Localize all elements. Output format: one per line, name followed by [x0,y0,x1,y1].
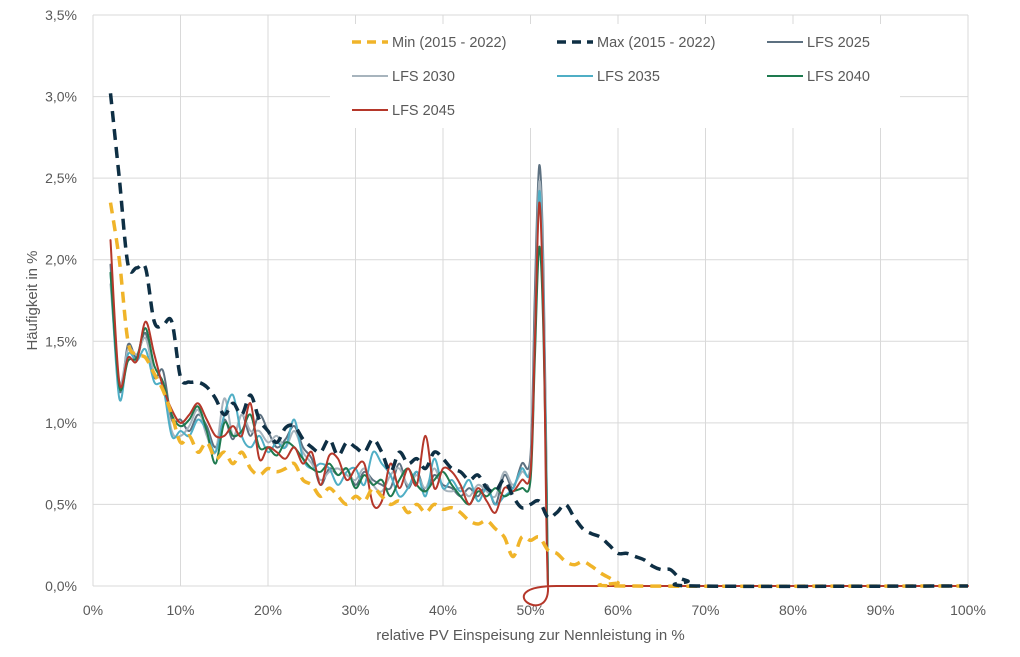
y-tick-label: 3,0% [45,89,77,105]
x-tick-label: 90% [866,602,894,618]
x-tick-label: 10% [166,602,194,618]
legend-background [330,24,900,128]
x-tick-label: 30% [341,602,369,618]
y-tick-label: 2,5% [45,170,77,186]
legend-label: LFS 2025 [807,35,870,51]
series-line-lfs-2045 [109,201,969,607]
y-tick-label: 0,0% [45,578,77,594]
x-tick-label: 40% [429,602,457,618]
x-tick-label: 0% [83,602,103,618]
legend-label: Min (2015 - 2022) [392,35,506,51]
x-tick-label: 80% [779,602,807,618]
y-tick-label: 3,5% [45,7,77,23]
x-tick-label: 60% [604,602,632,618]
legend-label: LFS 2040 [807,69,870,85]
y-axis-title: Häufigkeit in % [24,250,41,350]
legend-label: Max (2015 - 2022) [597,35,715,51]
series-lines [108,93,969,607]
y-tick-label: 1,5% [45,333,77,349]
legend-label: LFS 2035 [597,69,660,85]
x-tick-label: 100% [950,602,986,618]
series-line-lfs-2040 [109,245,549,587]
legend: Min (2015 - 2022) Max (2015 - 2022) LFS 20… [352,35,870,119]
series-line-min-2015-2022 [108,202,969,588]
x-axis-title: relative PV Einspeisung zur Nennleistung… [376,627,685,644]
legend-label: LFS 2030 [392,69,455,85]
legend-label: LFS 2045 [392,103,455,119]
x-axis-ticks: 0% 10% 20% 30% 40% 50% 60% 70% 80% 90% 100% [83,602,986,618]
y-tick-label: 0,5% [45,496,77,512]
series-line-lfs-2030 [109,180,549,587]
y-axis-ticks: 0,0% 0,5% 1,0% 1,5% 2,0% 2,5% 3,0% 3,5% [45,7,77,594]
y-tick-label: 2,0% [45,252,77,268]
x-tick-label: 20% [254,602,282,618]
series-line-max-2015-2022 [108,93,969,589]
x-tick-label: 70% [691,602,719,618]
y-tick-label: 1,0% [45,415,77,431]
